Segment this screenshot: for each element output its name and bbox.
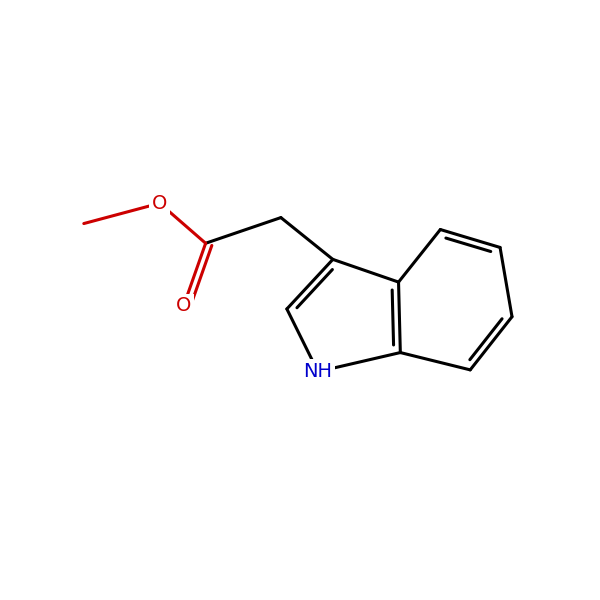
Text: NH: NH [304, 362, 332, 381]
Text: O: O [176, 296, 191, 316]
Text: O: O [152, 194, 167, 213]
